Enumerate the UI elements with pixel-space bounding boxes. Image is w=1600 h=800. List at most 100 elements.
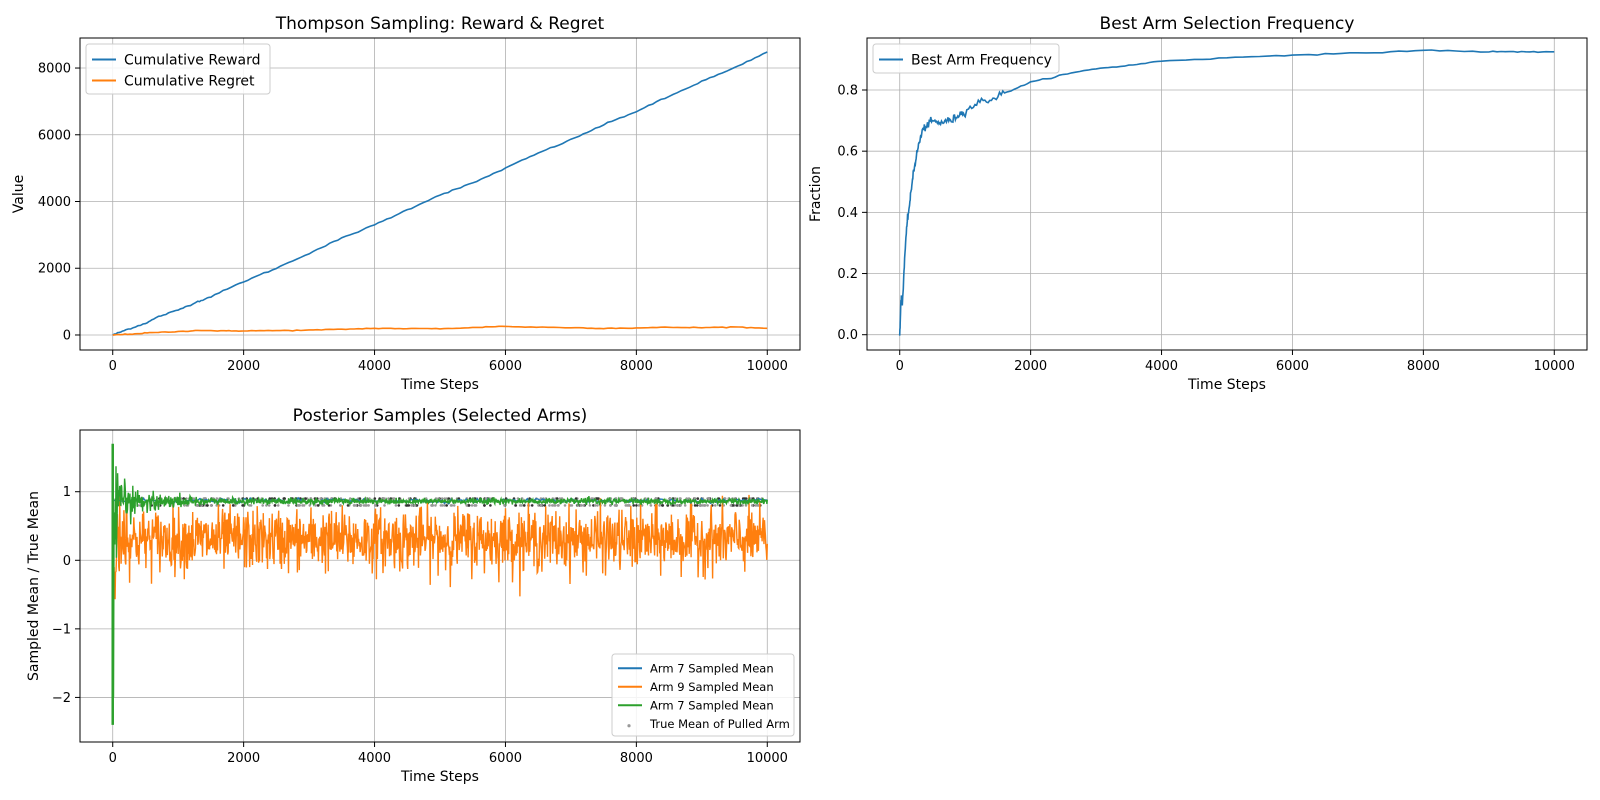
x-tick-label: 0 xyxy=(109,359,117,374)
true-mean-point xyxy=(679,504,682,507)
reward-regret-chart: 0 2000 4000 6000 8000 1000002000400060008000 … xyxy=(11,14,801,393)
true-mean-point xyxy=(637,504,641,507)
true-mean-point xyxy=(445,504,449,507)
y-axis-label: Sampled Mean / True Mean xyxy=(26,491,42,681)
y-tick-label: 0 xyxy=(63,554,71,569)
x-tick-label: 2000 xyxy=(227,359,260,374)
true-mean-point xyxy=(443,504,447,507)
true-mean-point xyxy=(539,504,543,507)
true-mean-point xyxy=(283,497,286,500)
true-mean-point xyxy=(718,504,722,507)
true-mean-point xyxy=(445,497,449,500)
true-mean-point xyxy=(209,504,213,507)
true-mean-point xyxy=(750,504,754,507)
true-mean-point xyxy=(248,504,251,507)
true-mean-point xyxy=(619,497,623,500)
true-mean-point xyxy=(520,504,523,507)
legend-entry: Best Arm Frequency xyxy=(879,53,1052,69)
true-mean-point xyxy=(588,504,592,507)
true-mean-point xyxy=(196,504,199,507)
true-mean-point xyxy=(609,504,612,507)
true-mean-point xyxy=(317,504,320,507)
true-mean-point xyxy=(683,504,687,507)
true-mean-point xyxy=(434,504,437,507)
true-mean-point xyxy=(339,504,342,507)
y-tick-label: 1 xyxy=(63,485,71,500)
true-mean-point xyxy=(430,504,434,507)
true-mean-point xyxy=(593,504,597,507)
true-mean-point xyxy=(582,504,585,507)
true-mean-point xyxy=(731,504,735,507)
true-mean-point xyxy=(595,497,599,500)
x-tick-label: 4000 xyxy=(358,359,391,374)
legend-entry: True Mean of Pulled Arm xyxy=(627,717,790,731)
true-mean-point xyxy=(698,504,702,507)
true-mean-point xyxy=(304,497,307,500)
true-mean-point xyxy=(744,497,748,500)
y-tick-label: 6000 xyxy=(38,128,71,143)
y-tick-label: 0.0 xyxy=(837,328,858,343)
true-mean-point xyxy=(553,504,557,507)
true-mean-point xyxy=(273,504,277,507)
true-mean-point xyxy=(387,497,390,500)
y-axis-label: Value xyxy=(11,175,27,213)
true-mean-point xyxy=(755,504,759,507)
true-mean-point xyxy=(700,504,704,507)
true-mean-point xyxy=(675,504,679,507)
true-mean-point xyxy=(410,504,414,507)
legend: Cumulative Reward Cumulative Regret xyxy=(85,43,271,95)
legend-label: Arm 7 Sampled Mean xyxy=(650,661,774,675)
y-tick-label: 4000 xyxy=(38,195,71,210)
true-mean-point xyxy=(649,504,653,507)
true-mean-point xyxy=(530,504,534,507)
true-mean-point xyxy=(394,504,398,507)
true-mean-point xyxy=(489,504,492,507)
true-mean-point xyxy=(397,504,401,507)
true-mean-point xyxy=(707,497,711,500)
true-mean-point xyxy=(603,504,607,507)
true-mean-point xyxy=(329,504,333,507)
true-mean-point xyxy=(192,497,196,500)
legend-label: Arm 7 Sampled Mean xyxy=(650,698,774,712)
true-mean-point xyxy=(298,504,302,507)
true-mean-point xyxy=(359,504,363,507)
true-mean-point xyxy=(678,497,682,500)
y-tick-label: −2 xyxy=(52,691,71,706)
x-axis-label: Time Steps xyxy=(400,377,479,393)
true-mean-point xyxy=(635,504,638,507)
true-mean-point xyxy=(484,497,488,500)
true-mean-point xyxy=(374,504,377,507)
true-mean-point xyxy=(574,497,578,500)
true-mean-point xyxy=(392,497,396,500)
x-tick-label: 0 xyxy=(896,359,904,374)
true-mean-point xyxy=(548,504,551,507)
true-mean-point xyxy=(221,504,225,507)
legend-label: Cumulative Regret xyxy=(124,74,255,90)
true-mean-point xyxy=(714,504,717,507)
true-mean-point xyxy=(308,504,312,507)
true-mean-point xyxy=(287,504,290,507)
true-mean-point xyxy=(467,504,471,507)
legend-box xyxy=(85,43,271,95)
true-mean-point xyxy=(321,504,324,507)
legend-box xyxy=(872,43,1060,74)
true-mean-point xyxy=(367,504,370,507)
true-mean-point xyxy=(413,504,417,507)
true-mean-point xyxy=(696,497,700,500)
x-tick-label: 6000 xyxy=(1276,359,1309,374)
y-tick-label: 0.6 xyxy=(837,145,858,160)
legend-label: Best Arm Frequency xyxy=(911,53,1052,69)
true-mean-point xyxy=(449,504,453,507)
x-tick-label: 4000 xyxy=(358,751,391,766)
true-mean-point xyxy=(556,504,560,507)
true-mean-point xyxy=(514,504,518,507)
true-mean-point xyxy=(319,497,322,500)
true-mean-point xyxy=(352,504,356,507)
true-mean-point xyxy=(354,504,358,507)
true-mean-point xyxy=(470,504,474,507)
true-mean-point xyxy=(741,504,744,507)
true-mean-point xyxy=(405,504,408,507)
true-mean-point xyxy=(378,497,382,500)
legend-marker xyxy=(627,724,631,728)
